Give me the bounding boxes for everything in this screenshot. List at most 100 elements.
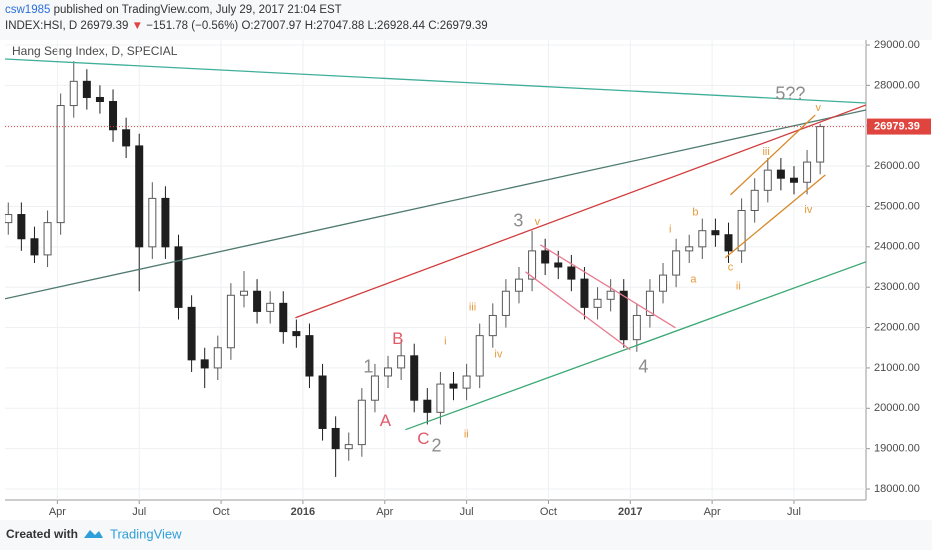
candle-body xyxy=(593,298,602,308)
candle-body xyxy=(606,290,615,300)
candle-body xyxy=(370,375,379,401)
candle-body xyxy=(567,266,576,280)
user[interactable]: csw1985 xyxy=(5,4,50,16)
candle-body xyxy=(789,177,798,183)
candle-body xyxy=(95,96,104,103)
candle-body xyxy=(488,314,497,337)
published: published on TradingView.com, July 29, 2… xyxy=(50,4,341,16)
x-tick-label: 2017 xyxy=(618,506,642,518)
y-tick-label: 28000.00 xyxy=(874,79,920,91)
arrow: ▼ xyxy=(132,20,143,32)
wave-label: 4 xyxy=(638,356,648,376)
wave-label: A xyxy=(380,411,392,430)
candle-body xyxy=(724,234,733,252)
candle-body xyxy=(213,347,222,369)
last-price-box xyxy=(867,118,931,135)
candle-body xyxy=(43,222,52,256)
candle-body xyxy=(528,250,537,280)
x-tick-label: Jul xyxy=(460,506,474,518)
candle-body xyxy=(135,145,144,248)
candle-body xyxy=(69,80,78,107)
trend-line xyxy=(525,271,631,351)
logo xyxy=(84,530,103,538)
candle-body xyxy=(632,314,641,341)
trend-line xyxy=(539,244,676,329)
x-tick-label: Apr xyxy=(704,506,721,518)
y-tick-label: 25000.00 xyxy=(874,200,920,212)
candle-body xyxy=(501,290,510,316)
candle-body xyxy=(449,383,458,389)
candle-body xyxy=(475,335,484,377)
candle-body xyxy=(462,375,471,389)
candle-body xyxy=(711,230,720,236)
y-tick-label: 26000.00 xyxy=(874,160,920,172)
candle-body xyxy=(17,214,26,240)
candle-body xyxy=(554,262,563,268)
y-tick-label: 20000.00 xyxy=(874,402,920,414)
y-tick-label: 19000.00 xyxy=(874,443,920,455)
candle-body xyxy=(109,101,118,131)
y-tick-label: 22000.00 xyxy=(874,321,920,333)
candle-body xyxy=(410,355,419,401)
candle-body xyxy=(279,302,288,333)
change: −151.78 (−0.56%) xyxy=(146,20,238,32)
y-tick-label: 21000.00 xyxy=(874,362,920,374)
candle-body xyxy=(737,210,746,252)
candle-body xyxy=(161,197,170,248)
wave-label: 3 xyxy=(513,211,523,231)
wave-label: iii xyxy=(469,302,476,314)
candle-body xyxy=(698,230,707,248)
wave-label: v xyxy=(815,102,821,114)
wave-label: c xyxy=(728,262,734,274)
candle-body xyxy=(187,306,196,361)
header-bar xyxy=(0,0,932,40)
candle-body xyxy=(685,246,694,252)
low: L:26928.44 xyxy=(367,20,425,32)
wave-label: i xyxy=(669,224,671,236)
y-tick-label: 18000.00 xyxy=(874,483,920,495)
candle-body xyxy=(82,80,91,98)
candle-body xyxy=(305,335,314,377)
high: H:27047.88 xyxy=(305,20,364,32)
wave-label: iii xyxy=(762,146,769,158)
trend-line xyxy=(405,261,866,431)
brand[interactable]: TradingView xyxy=(110,526,182,541)
candle-body xyxy=(384,367,393,377)
candle-body xyxy=(30,238,39,256)
candle-body xyxy=(750,189,759,212)
candle-body xyxy=(423,399,432,413)
publish-line: csw1985 published on TradingView.com, Ju… xyxy=(5,4,342,16)
wave-label: C xyxy=(417,429,429,448)
wave-label: 1 xyxy=(363,356,373,376)
candle-body xyxy=(397,355,406,369)
quote-line: INDEX:HSI, D 26979.39 ▼ −151.78 (−0.56%)… xyxy=(5,20,488,32)
wave-label: v xyxy=(535,216,541,228)
last: 26979.39 xyxy=(80,20,128,32)
candle-body xyxy=(803,161,812,183)
candle-body xyxy=(672,250,681,276)
plot xyxy=(5,58,866,477)
x-tick-label: Apr xyxy=(49,506,66,518)
candle-body xyxy=(266,302,275,312)
x-tick-label: Oct xyxy=(213,506,230,518)
candle-body xyxy=(148,197,157,248)
wave-label: i xyxy=(444,336,446,348)
candle-body xyxy=(776,169,785,179)
candle-body xyxy=(239,290,248,296)
created-with: Created with xyxy=(6,527,78,541)
wave-label: B xyxy=(392,329,403,348)
candle-body xyxy=(122,129,131,147)
trend-line xyxy=(295,104,866,319)
last-price-label: 26979.39 xyxy=(874,120,920,132)
candle-body xyxy=(226,294,235,349)
candle-body xyxy=(580,278,589,308)
candle-body xyxy=(318,375,327,429)
x-tick-label: Apr xyxy=(376,506,393,518)
open: O:27007.97 xyxy=(241,20,301,32)
x-tick-label: Oct xyxy=(540,506,557,518)
candle-body xyxy=(292,331,301,337)
wave-label: iv xyxy=(804,204,812,216)
symbol: INDEX:HSI, D xyxy=(5,20,77,32)
x-tick-label: Jul xyxy=(132,506,146,518)
candle-body xyxy=(200,359,209,369)
